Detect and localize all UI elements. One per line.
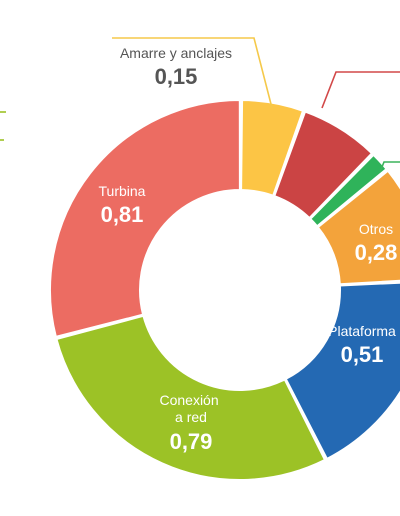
red-slice-leader [321, 71, 400, 109]
conexion-label: Conexión a red [159, 392, 222, 425]
turbina-label: Turbina [99, 183, 146, 199]
conexion-label-line2: a red [175, 409, 207, 425]
conexion-label-line1: Conexión [159, 392, 218, 408]
turbina-value: 0,81 [101, 202, 144, 227]
amarre-leader [112, 37, 273, 109]
donut-slice-4 [284, 281, 400, 461]
plataforma-label: Plataforma [328, 323, 396, 339]
green-slice-leader [379, 161, 400, 173]
donut-slice-6 [49, 98, 241, 339]
donut-slice-1 [273, 110, 374, 220]
donut-slices [49, 98, 400, 481]
otros-label: Otros [359, 221, 393, 237]
otros-value: 0,28 [355, 240, 398, 265]
donut-slice-2 [308, 153, 388, 228]
donut-slice-5 [55, 314, 327, 481]
conexion-value: 0,79 [170, 429, 213, 454]
amarre-label: Amarre y anclajes [120, 45, 232, 61]
donut-slice-0 [240, 98, 305, 197]
leader-lines [0, 37, 400, 173]
donut-slice-3 [316, 169, 400, 286]
plataforma-value: 0,51 [341, 342, 384, 367]
amarre-value: 0,15 [155, 64, 198, 89]
slice-labels: Amarre y anclajes 0,15 Turbina 0,81 Otro… [99, 45, 398, 454]
